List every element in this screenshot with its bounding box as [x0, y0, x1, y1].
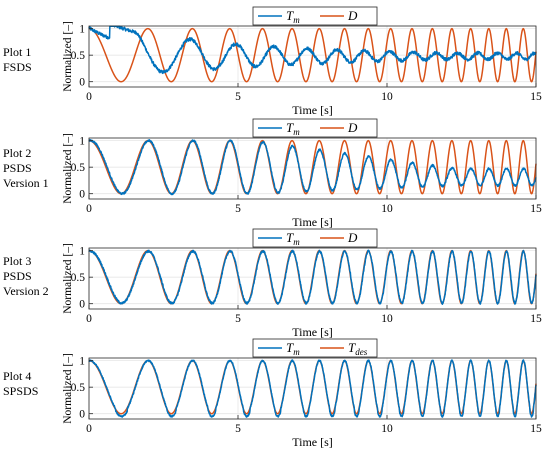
legend-box — [252, 118, 378, 138]
y-axis-label: Normalized [–] — [62, 21, 74, 92]
legend-entry: D — [347, 230, 358, 245]
x-tick-label: 10 — [381, 91, 393, 103]
y-tick-label: 0.5 — [71, 382, 86, 394]
plot-label-line: Version 2 — [3, 284, 49, 298]
legend-entry: D — [347, 8, 358, 23]
series-line-reference — [88, 139, 537, 195]
x-tick-label: 15 — [530, 91, 542, 103]
y-tick-label: 0.5 — [71, 272, 86, 284]
subplot-4: 0 5 10 15 0 0.5 1 Time [s] Normalized [–] Tm Tdes — [62, 338, 542, 449]
x-tick-label: 5 — [235, 91, 241, 103]
plot-label-line: SPSDS — [3, 384, 39, 398]
plot-label-1: Plot 1 FSDS — [3, 45, 32, 75]
y-tick-label: 1 — [79, 136, 85, 148]
x-axis-label: Time [s] — [292, 435, 333, 449]
x-tick-label: 5 — [235, 203, 241, 215]
x-tick-label: 10 — [381, 423, 393, 435]
y-axis-label: Normalized [–] — [62, 133, 74, 204]
x-axis-label: Time [s] — [292, 103, 333, 117]
y-tick-label: 0 — [79, 409, 85, 421]
series-line-measured — [88, 359, 537, 418]
plot-label-line: PSDS — [3, 161, 32, 175]
x-axis-label: Time [s] — [292, 215, 333, 229]
legend: Tm D — [252, 6, 378, 26]
x-axis-label: Time [s] — [292, 325, 333, 339]
y-tick-label: 1 — [79, 356, 85, 368]
series-line-measured — [88, 139, 537, 196]
x-tick-label: 0 — [86, 313, 92, 325]
subplot-2: 0 5 10 15 0 0.5 1 Time [s] Normalized [–] Tm D — [62, 118, 542, 229]
y-tick-label: 1 — [79, 24, 85, 36]
axes-box — [88, 357, 537, 420]
y-axis-label: Normalized [–] — [62, 243, 74, 314]
axes-box — [88, 247, 537, 310]
series-line-measured — [88, 249, 537, 305]
x-tick-label: 10 — [381, 203, 393, 215]
x-tick-label: 5 — [235, 423, 241, 435]
x-tick-label: 0 — [86, 423, 92, 435]
x-tick-label: 15 — [530, 423, 542, 435]
y-tick-label: 0.5 — [71, 162, 86, 174]
y-tick-label: 0 — [79, 189, 85, 201]
y-tick-label: 0.5 — [71, 50, 86, 62]
plot-label-4: Plot 4 SPSDS — [3, 369, 38, 399]
series-line-measured — [88, 25, 537, 75]
subplot-3: 0 5 10 15 0 0.5 1 Time [s] Normalized [–] Tm D — [62, 228, 542, 339]
x-tick-label: 5 — [235, 313, 241, 325]
plot-label-line: FSDS — [3, 60, 32, 74]
x-tick-label: 0 — [86, 91, 92, 103]
legend-entry: D — [347, 120, 358, 135]
plot-label-line: Plot 4 — [3, 369, 32, 383]
legend: Tm Tdes — [252, 338, 378, 358]
plot-label-line: Version 1 — [3, 176, 49, 190]
subplot-1: 0 5 10 15 0 0.5 1 Time [s] Normalized [–] Tm D — [62, 6, 542, 117]
x-tick-label: 15 — [530, 313, 542, 325]
x-tick-label: 10 — [381, 313, 393, 325]
y-tick-label: 0 — [79, 77, 85, 89]
plot-label-3: Plot 3 PSDS Version 2 — [3, 254, 49, 299]
plot-label-line: PSDS — [3, 269, 32, 283]
axes-box — [88, 137, 537, 200]
plot-label-line: Plot 1 — [3, 45, 32, 59]
legend-box — [252, 228, 378, 248]
legend: Tm D — [252, 118, 378, 138]
y-axis-label: Normalized [–] — [62, 353, 74, 424]
y-tick-label: 0 — [79, 299, 85, 311]
legend-box — [252, 338, 378, 358]
legend-box — [252, 6, 378, 26]
axes-box — [88, 25, 537, 88]
y-tick-label: 1 — [79, 246, 85, 258]
plot-label-line: Plot 2 — [3, 146, 32, 160]
plot-label-line: Plot 3 — [3, 254, 32, 268]
legend: Tm D — [252, 228, 378, 248]
x-tick-label: 15 — [530, 203, 542, 215]
x-tick-label: 0 — [86, 203, 92, 215]
plot-label-2: Plot 2 PSDS Version 1 — [3, 146, 49, 191]
series-line-reference — [88, 27, 537, 83]
